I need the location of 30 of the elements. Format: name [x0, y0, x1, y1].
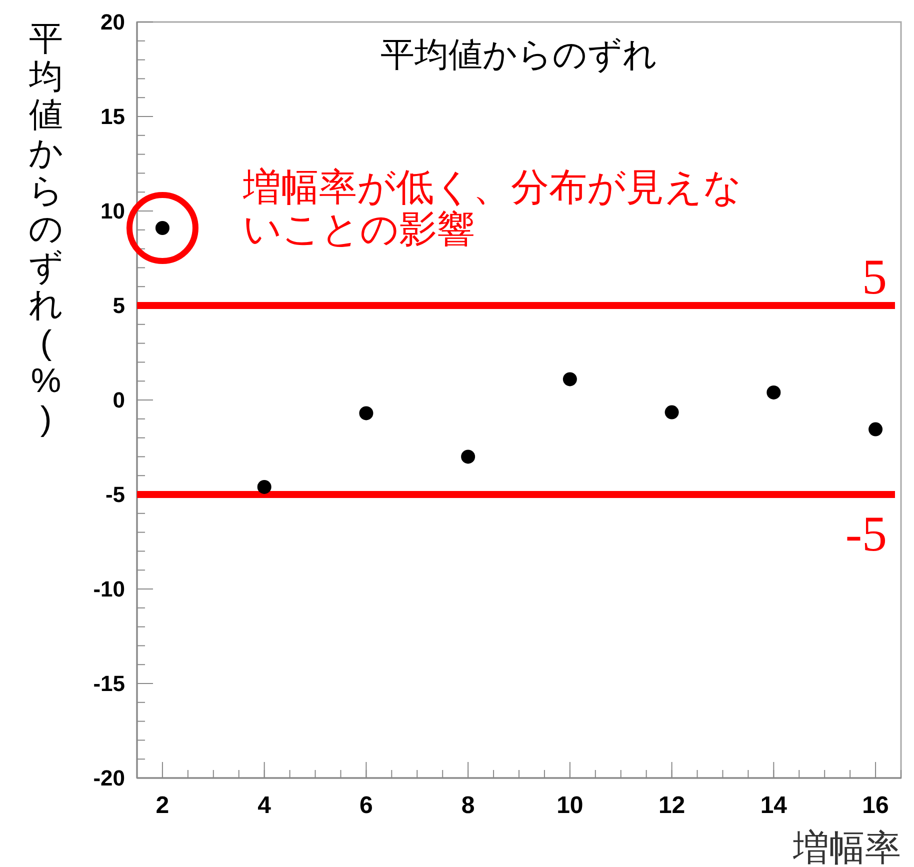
y-tick-label: 15	[100, 104, 125, 130]
y-tick-label: -20	[93, 766, 125, 791]
y-tick-label: 5	[112, 293, 125, 318]
x-tick-label: 6	[360, 792, 373, 819]
point	[868, 422, 883, 436]
point	[461, 450, 476, 464]
x-tick-label: 2	[156, 792, 170, 819]
x-tick-label: 4	[258, 792, 272, 819]
x-tick-label: 10	[556, 792, 584, 819]
x-tick-label: 8	[461, 792, 475, 819]
point	[257, 480, 272, 494]
annotation: 増幅率が低く、分布が見えないことの影響	[242, 167, 742, 251]
y-tick-label: 10	[100, 198, 125, 224]
point	[766, 385, 781, 400]
y-tick-label: 0	[112, 388, 125, 413]
y-tick-label: 20	[100, 10, 125, 35]
y-tick-label: -10	[93, 576, 125, 602]
x-tick-label: 12	[658, 792, 686, 819]
y-tick-label: -5	[105, 482, 125, 508]
point	[664, 405, 679, 420]
point	[562, 372, 577, 386]
x-tick-label: 16	[862, 792, 889, 819]
point	[359, 406, 374, 420]
x-axis-title: 増幅率	[792, 827, 901, 867]
chart-title: 平均値からのずれ	[380, 36, 658, 74]
ref-line-label: 5	[862, 248, 887, 304]
y-tick-label: -15	[93, 671, 125, 696]
x-tick-label: 14	[760, 792, 788, 819]
text: 平均値からのずれ(%)	[28, 20, 64, 438]
ref-line-label: -5	[845, 506, 887, 562]
